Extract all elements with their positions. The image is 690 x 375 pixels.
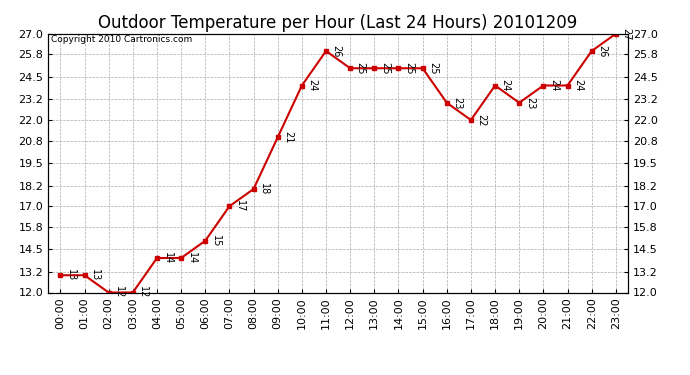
Text: 18: 18: [259, 183, 269, 195]
Text: 14: 14: [163, 252, 172, 264]
Text: 25: 25: [428, 62, 438, 75]
Text: 23: 23: [453, 97, 462, 109]
Text: 24: 24: [549, 80, 559, 92]
Text: 13: 13: [66, 269, 76, 281]
Text: 26: 26: [332, 45, 342, 57]
Text: 23: 23: [525, 97, 535, 109]
Text: 12: 12: [139, 286, 148, 298]
Text: 24: 24: [501, 80, 511, 92]
Text: 14: 14: [187, 252, 197, 264]
Text: 25: 25: [380, 62, 390, 75]
Text: 24: 24: [308, 80, 317, 92]
Text: 25: 25: [404, 62, 414, 75]
Text: 12: 12: [115, 286, 124, 298]
Text: 22: 22: [477, 114, 486, 126]
Text: 21: 21: [284, 131, 293, 144]
Text: 24: 24: [573, 80, 583, 92]
Text: 27: 27: [622, 27, 631, 40]
Text: 26: 26: [598, 45, 607, 57]
Text: 17: 17: [235, 200, 245, 212]
Text: Copyright 2010 Cartronics.com: Copyright 2010 Cartronics.com: [51, 35, 193, 44]
Text: 13: 13: [90, 269, 100, 281]
Text: 25: 25: [356, 62, 366, 75]
Title: Outdoor Temperature per Hour (Last 24 Hours) 20101209: Outdoor Temperature per Hour (Last 24 Ho…: [99, 14, 578, 32]
Text: 15: 15: [211, 235, 221, 247]
